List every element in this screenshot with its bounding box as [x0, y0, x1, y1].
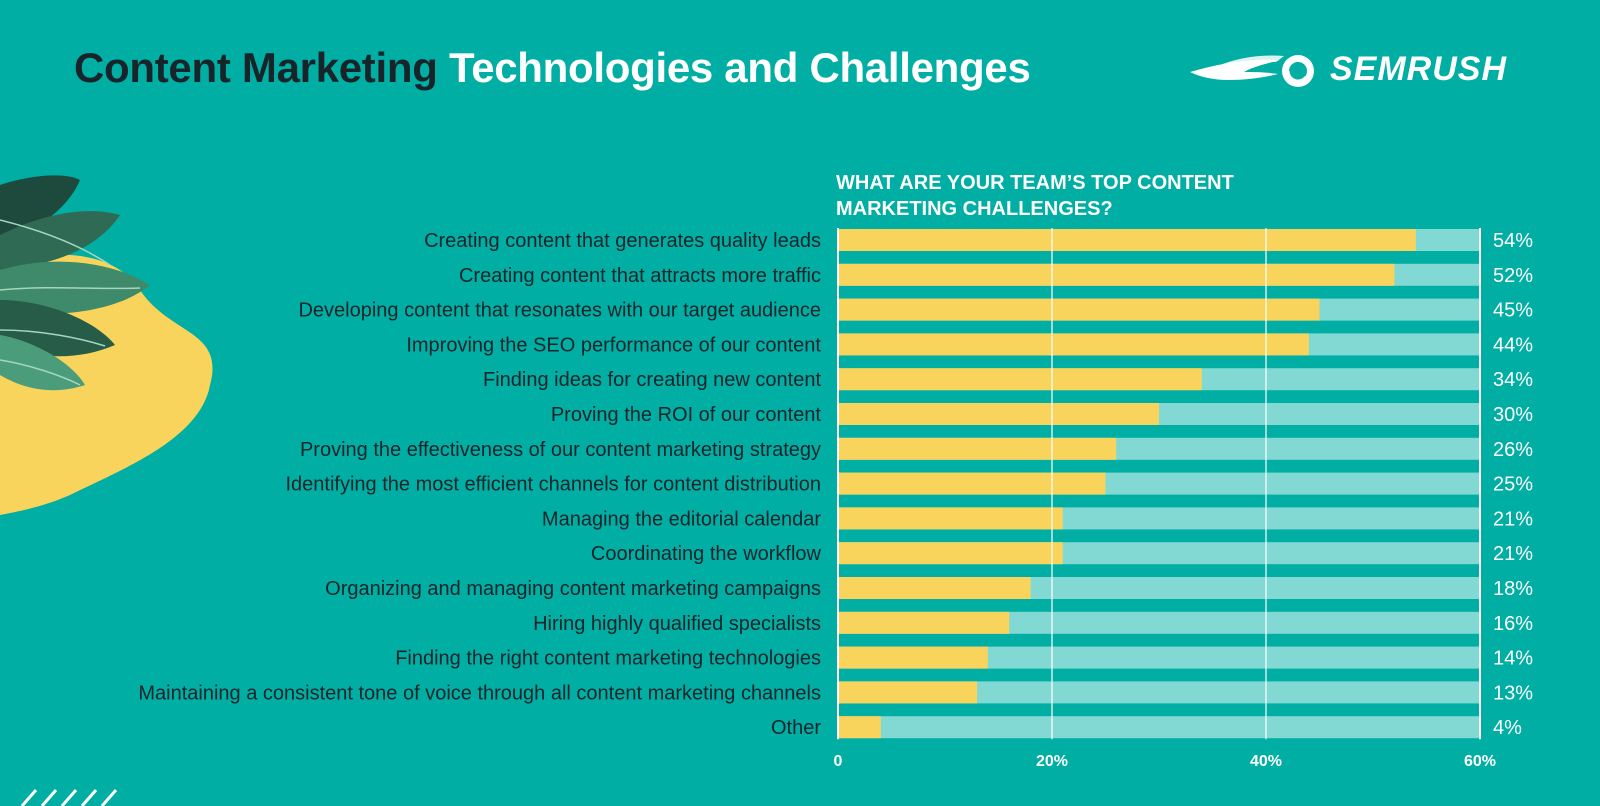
data-label: 13% [1493, 682, 1533, 704]
category-label: Creating content that generates quality … [424, 230, 821, 252]
bar [838, 263, 1395, 286]
category-label: Proving the effectiveness of our content… [300, 439, 821, 461]
data-label: 25% [1493, 474, 1533, 496]
data-label: 34% [1493, 369, 1533, 391]
data-label: 16% [1493, 613, 1533, 635]
bar-track [838, 646, 1480, 669]
data-label: 30% [1493, 404, 1533, 426]
bar [838, 542, 1063, 565]
category-label: Creating content that attracts more traf… [459, 265, 821, 287]
category-label: Finding the right content marketing tech… [395, 648, 821, 670]
bar [838, 298, 1320, 321]
bar [838, 611, 1010, 634]
leaves-illustration-icon [0, 175, 213, 806]
data-label: 4% [1493, 717, 1522, 739]
bar-track [838, 716, 1480, 739]
data-label: 54% [1493, 230, 1533, 252]
bar [838, 403, 1159, 425]
category-label: Proving the ROI of our content [551, 404, 822, 426]
data-label: 21% [1493, 543, 1533, 565]
bar [838, 681, 978, 704]
data-label: 26% [1493, 439, 1533, 461]
bar [838, 333, 1309, 356]
data-label: 52% [1493, 265, 1533, 287]
category-label: Managing the editorial calendar [542, 508, 821, 530]
category-label: Other [771, 717, 821, 739]
bar [838, 229, 1416, 251]
bar [838, 577, 1031, 599]
bar [838, 472, 1106, 495]
x-tick-label: 20% [1036, 753, 1068, 770]
data-label: 14% [1493, 648, 1533, 670]
category-label: Identifying the most efficient channels … [286, 474, 822, 496]
x-tick-label: 60% [1464, 753, 1496, 770]
chart-title: WHAT ARE YOUR TEAM’S TOP CONTENT MARKETI… [836, 172, 1234, 220]
category-label: Coordinating the workflow [591, 543, 822, 565]
semrush-logo-text: SEMRUSH [1330, 50, 1508, 88]
semrush-fireball-icon [1190, 55, 1314, 87]
x-tick-label: 40% [1250, 753, 1282, 770]
page-title: Content Marketing Technologies and Chall… [74, 44, 1031, 92]
category-label: Maintaining a consistent tone of voice t… [138, 682, 821, 704]
bar [838, 646, 988, 669]
bar [838, 507, 1063, 530]
data-label: 18% [1493, 578, 1533, 600]
bar [838, 437, 1117, 460]
category-label: Hiring highly qualified specialists [533, 613, 821, 635]
category-label: Organizing and managing content marketin… [325, 578, 821, 600]
bar-track [838, 681, 1480, 704]
category-label: Finding ideas for creating new content [483, 369, 821, 391]
data-label: 44% [1493, 334, 1533, 356]
page-title-light: Technologies and Challenges [448, 44, 1031, 91]
category-label: Improving the SEO performance of our con… [406, 334, 821, 356]
bar [838, 716, 881, 739]
semrush-logo: SEMRUSH [1188, 50, 1528, 92]
data-label: 45% [1493, 300, 1533, 322]
data-label: 21% [1493, 508, 1533, 530]
category-label: Developing content that resonates with o… [298, 300, 821, 322]
x-tick-label: 0 [834, 753, 843, 770]
bar [838, 368, 1202, 391]
page-title-dark: Content Marketing [74, 44, 438, 91]
